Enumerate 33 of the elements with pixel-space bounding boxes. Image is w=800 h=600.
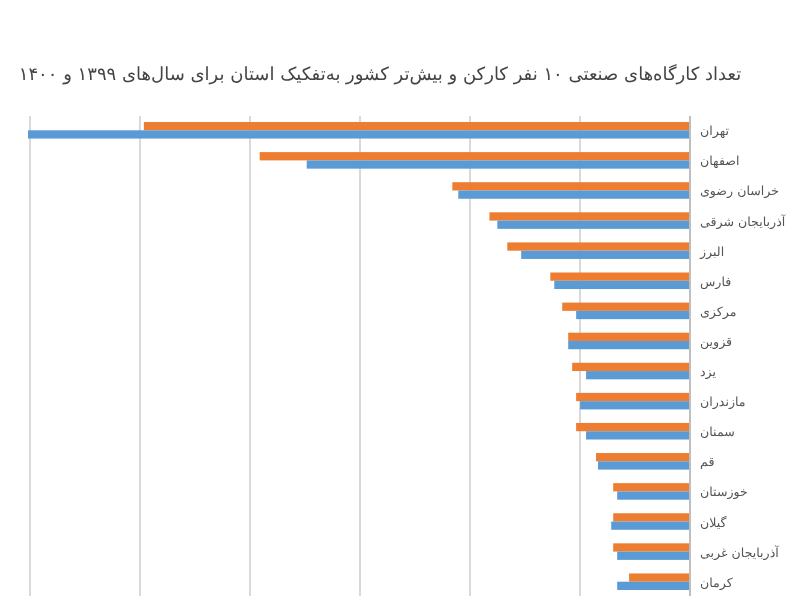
bar	[576, 310, 690, 320]
bar	[597, 461, 690, 470]
chart-title: تعداد کارگاه‌های صنعتی ۱۰ نفر کارکن و بیش‌تر کشور به‌تفکیک استان برای سال‌های ۱۳۹۹ و ۱۴۰۰	[18, 62, 743, 86]
bar	[617, 491, 690, 500]
bar	[562, 302, 690, 311]
bar	[489, 212, 690, 221]
bar	[306, 160, 690, 169]
bar	[497, 220, 690, 229]
bar	[143, 122, 690, 131]
bar	[554, 280, 690, 290]
bar	[580, 401, 690, 410]
bar	[611, 521, 690, 530]
bar	[568, 332, 690, 341]
bar	[507, 242, 690, 251]
bar	[617, 581, 690, 590]
bar	[613, 513, 690, 522]
bar	[613, 483, 690, 492]
bar	[613, 543, 690, 552]
bar	[521, 250, 690, 259]
bar	[572, 362, 690, 372]
bar	[576, 392, 690, 402]
bar	[259, 152, 690, 161]
bar	[596, 453, 690, 462]
bar	[617, 551, 690, 560]
bar	[550, 272, 690, 281]
bar	[452, 182, 690, 191]
bar	[586, 371, 690, 380]
bar	[568, 340, 690, 350]
bar	[28, 130, 690, 139]
bar	[458, 190, 690, 199]
bar	[586, 431, 690, 440]
bar	[576, 422, 690, 432]
bar	[629, 573, 690, 582]
